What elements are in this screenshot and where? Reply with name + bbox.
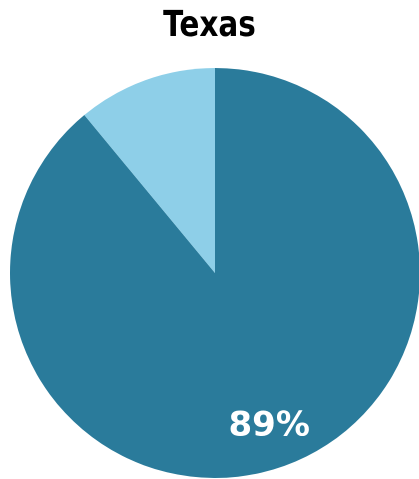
pie-slice-label-0: 89% — [229, 404, 310, 444]
pie-slice-0 — [10, 68, 419, 478]
pie-labels: 89% — [229, 404, 310, 444]
pie-slices — [10, 68, 419, 478]
pie-slice-1 — [84, 68, 215, 273]
chart-title: Texas — [163, 4, 256, 45]
